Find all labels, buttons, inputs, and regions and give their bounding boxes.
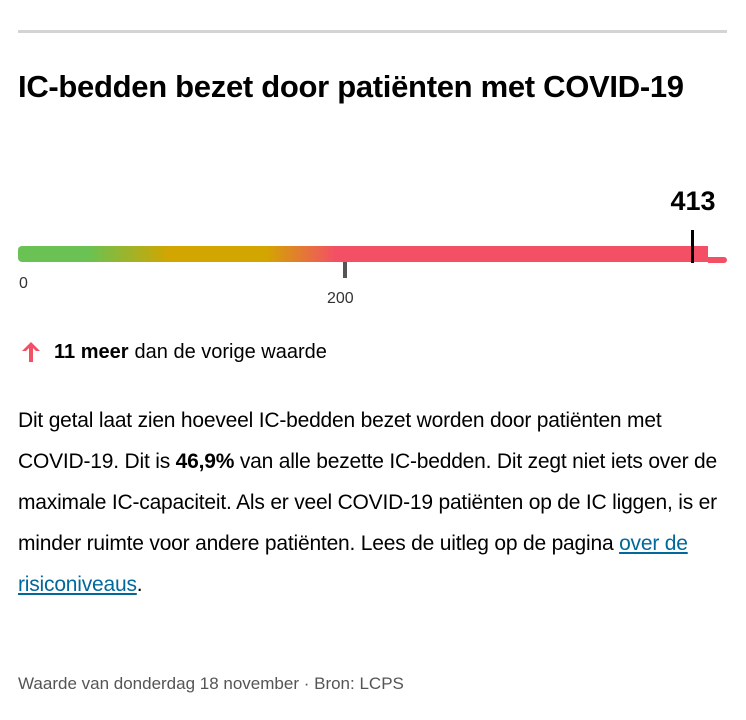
- page-title: IC-bedden bezet door patiënten met COVID…: [18, 69, 684, 104]
- description-text: Dit getal laat zien hoeveel IC-bedden be…: [18, 409, 662, 473]
- source-footer: Waarde van donderdag 18 november · Bron:…: [18, 674, 404, 693]
- gauge-bar: [18, 246, 708, 262]
- value-marker: [691, 230, 694, 263]
- difference-amount: 11 meer: [54, 340, 129, 363]
- tick-label-0: 0: [19, 275, 28, 292]
- tick-200: [343, 262, 347, 278]
- tick-label-200: 200: [327, 290, 354, 307]
- ic-beds-gauge: 413 0 200: [18, 180, 728, 320]
- percentage: 46,9%: [175, 450, 235, 473]
- description-end: .: [136, 573, 143, 596]
- current-value: 413: [670, 186, 716, 216]
- top-divider: [18, 30, 727, 33]
- risk-levels-link[interactable]: over de risiconiveaus: [18, 532, 688, 596]
- gauge-bar-remaining: [708, 257, 727, 263]
- difference-indicator: 11 meer dan de vorige waarde: [20, 340, 327, 364]
- description: Dit getal laat zien hoeveel IC-bedden be…: [18, 400, 718, 605]
- difference-text: dan de vorige waarde: [134, 340, 327, 363]
- arrow-up-icon: [22, 342, 40, 362]
- description-text-2: van alle bezette IC-bedden. Dit zegt nie…: [18, 450, 717, 555]
